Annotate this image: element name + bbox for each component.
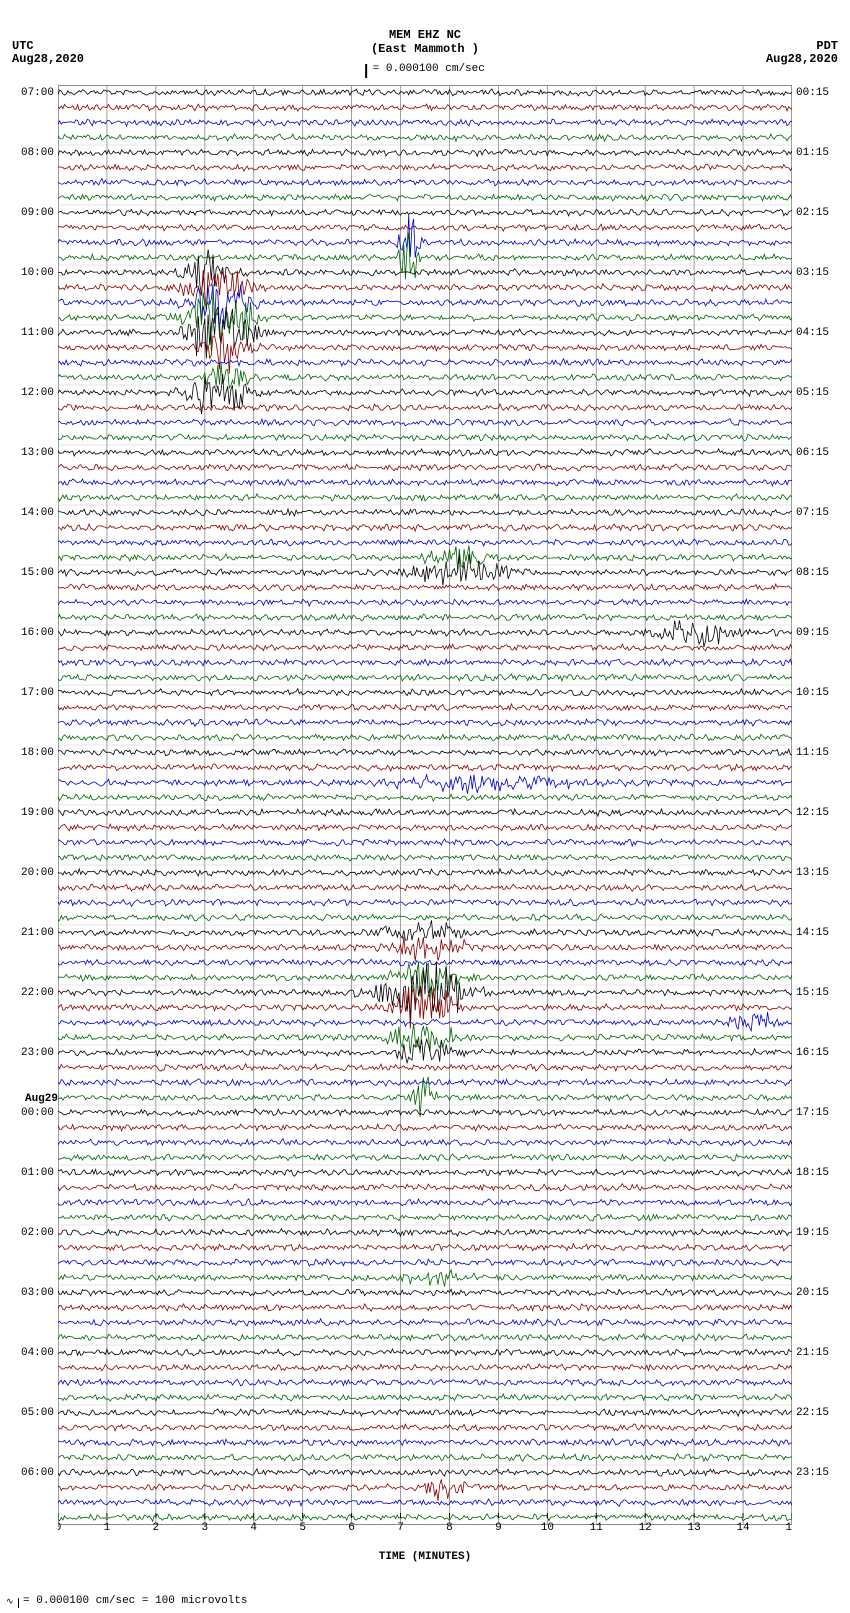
left-time-label: 19:00 (14, 807, 54, 819)
station-name: (East Mammoth ) (0, 42, 850, 56)
seismogram-svg (58, 85, 792, 1525)
right-time-label: 02:15 (796, 207, 836, 219)
right-time-label: 10:15 (796, 687, 836, 699)
left-time-label: 05:00 (14, 1407, 54, 1419)
left-time-label: 04:00 (14, 1347, 54, 1359)
svg-text:4: 4 (250, 1522, 257, 1533)
footer-bar-icon (18, 1598, 20, 1608)
left-time-label: 22:00 (14, 987, 54, 999)
left-time-label: 09:00 (14, 207, 54, 219)
right-time-label: 23:15 (796, 1467, 836, 1479)
right-time-label: 21:15 (796, 1347, 836, 1359)
svg-text:8: 8 (446, 1522, 453, 1533)
svg-text:10: 10 (541, 1522, 554, 1533)
svg-text:2: 2 (153, 1522, 160, 1533)
right-time-label: 01:15 (796, 147, 836, 159)
svg-text:15: 15 (785, 1522, 792, 1533)
svg-text:14: 14 (736, 1522, 750, 1533)
left-time-label: 11:00 (14, 327, 54, 339)
footer-text: = 0.000100 cm/sec = 100 microvolts (23, 1595, 247, 1607)
svg-text:5: 5 (299, 1522, 306, 1533)
right-time-label: 19:15 (796, 1227, 836, 1239)
chart-title: MEM EHZ NC (East Mammoth ) (0, 28, 850, 56)
footer-wiggle-icon: ∿ (6, 1597, 14, 1607)
left-time-label: 23:00 (14, 1047, 54, 1059)
left-time-label: 10:00 (14, 267, 54, 279)
scale-indicator: = 0.000100 cm/sec (365, 62, 485, 76)
left-time-label: 03:00 (14, 1287, 54, 1299)
x-axis: 0123456789101112131415 TIME (MINUTES) (58, 1513, 792, 1563)
right-time-label: 20:15 (796, 1287, 836, 1299)
svg-text:9: 9 (495, 1522, 502, 1533)
right-time-label: 12:15 (796, 807, 836, 819)
left-time-label: 02:00 (14, 1227, 54, 1239)
left-time-label: 21:00 (14, 927, 54, 939)
right-time-label: 17:15 (796, 1107, 836, 1119)
right-time-label: 08:15 (796, 567, 836, 579)
svg-text:3: 3 (201, 1522, 208, 1533)
right-time-label: 09:15 (796, 627, 836, 639)
svg-text:7: 7 (397, 1522, 404, 1533)
svg-text:1: 1 (104, 1522, 111, 1533)
left-time-label: 01:00 (14, 1167, 54, 1179)
left-time-label: 12:00 (14, 387, 54, 399)
x-axis-ticks: 0123456789101112131415 (58, 1513, 792, 1533)
plot-area (58, 85, 792, 1525)
right-time-label: 04:15 (796, 327, 836, 339)
left-time-label: 08:00 (14, 147, 54, 159)
footer-scale: ∿ = 0.000100 cm/sec = 100 microvolts (6, 1595, 247, 1607)
right-time-label: 03:15 (796, 267, 836, 279)
left-time-label: 06:00 (14, 1467, 54, 1479)
right-time-label: 07:15 (796, 507, 836, 519)
svg-text:0: 0 (58, 1522, 61, 1533)
right-time-label: 22:15 (796, 1407, 836, 1419)
svg-text:12: 12 (639, 1522, 652, 1533)
mid-left-date-label: Aug29 (10, 1093, 58, 1105)
left-time-label: 13:00 (14, 447, 54, 459)
left-time-label: 20:00 (14, 867, 54, 879)
scale-bar-icon (365, 64, 367, 78)
x-axis-title: TIME (MINUTES) (58, 1551, 792, 1563)
right-time-label: 18:15 (796, 1167, 836, 1179)
svg-text:13: 13 (688, 1522, 701, 1533)
right-time-label: 14:15 (796, 927, 836, 939)
svg-text:6: 6 (348, 1522, 355, 1533)
left-time-label: 18:00 (14, 747, 54, 759)
scale-label: = 0.000100 cm/sec (373, 63, 485, 75)
right-time-label: 16:15 (796, 1047, 836, 1059)
station-code: MEM EHZ NC (0, 28, 850, 42)
right-time-label: 05:15 (796, 387, 836, 399)
right-time-label: 15:15 (796, 987, 836, 999)
left-time-label: 07:00 (14, 87, 54, 99)
right-time-label: 06:15 (796, 447, 836, 459)
left-time-label: 00:00 (14, 1107, 54, 1119)
left-time-label: 17:00 (14, 687, 54, 699)
left-time-label: 15:00 (14, 567, 54, 579)
right-time-label: 13:15 (796, 867, 836, 879)
right-time-label: 00:15 (796, 87, 836, 99)
left-time-label: 16:00 (14, 627, 54, 639)
right-time-label: 11:15 (796, 747, 836, 759)
seismogram-page: UTC Aug28,2020 PDT Aug28,2020 MEM EHZ NC… (0, 0, 850, 1613)
svg-text:11: 11 (590, 1522, 604, 1533)
left-time-label: 14:00 (14, 507, 54, 519)
